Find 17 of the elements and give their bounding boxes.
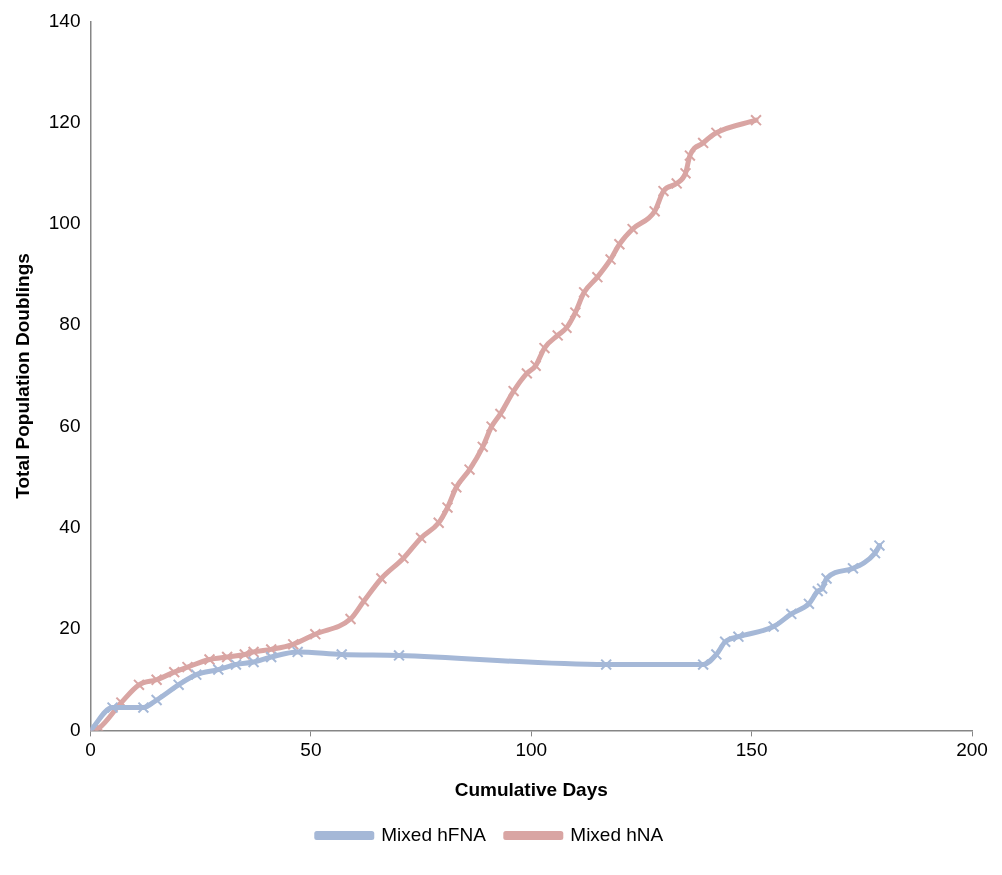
legend-label: Mixed hFNA: [381, 823, 487, 845]
y-tick-label: 60: [59, 414, 81, 436]
y-tick-label: 80: [59, 313, 81, 335]
x-tick-label: 200: [956, 739, 988, 761]
legend-label: Mixed hNA: [570, 823, 664, 845]
y-tick-label: 20: [59, 617, 81, 639]
y-tick-label: 100: [48, 212, 81, 234]
x-axis-title: Cumulative Days: [454, 778, 608, 800]
y-axis-title: Total Population Doublings: [11, 253, 33, 499]
y-tick-label: 140: [48, 9, 81, 31]
x-tick-label: 100: [515, 739, 548, 761]
y-tick-label: 120: [48, 110, 81, 132]
x-tick-label: 150: [735, 739, 768, 761]
y-tick-label: 40: [59, 516, 81, 538]
x-tick-label: 0: [85, 739, 96, 761]
y-tick-label: 0: [69, 718, 81, 740]
x-tick-label: 50: [300, 739, 322, 761]
